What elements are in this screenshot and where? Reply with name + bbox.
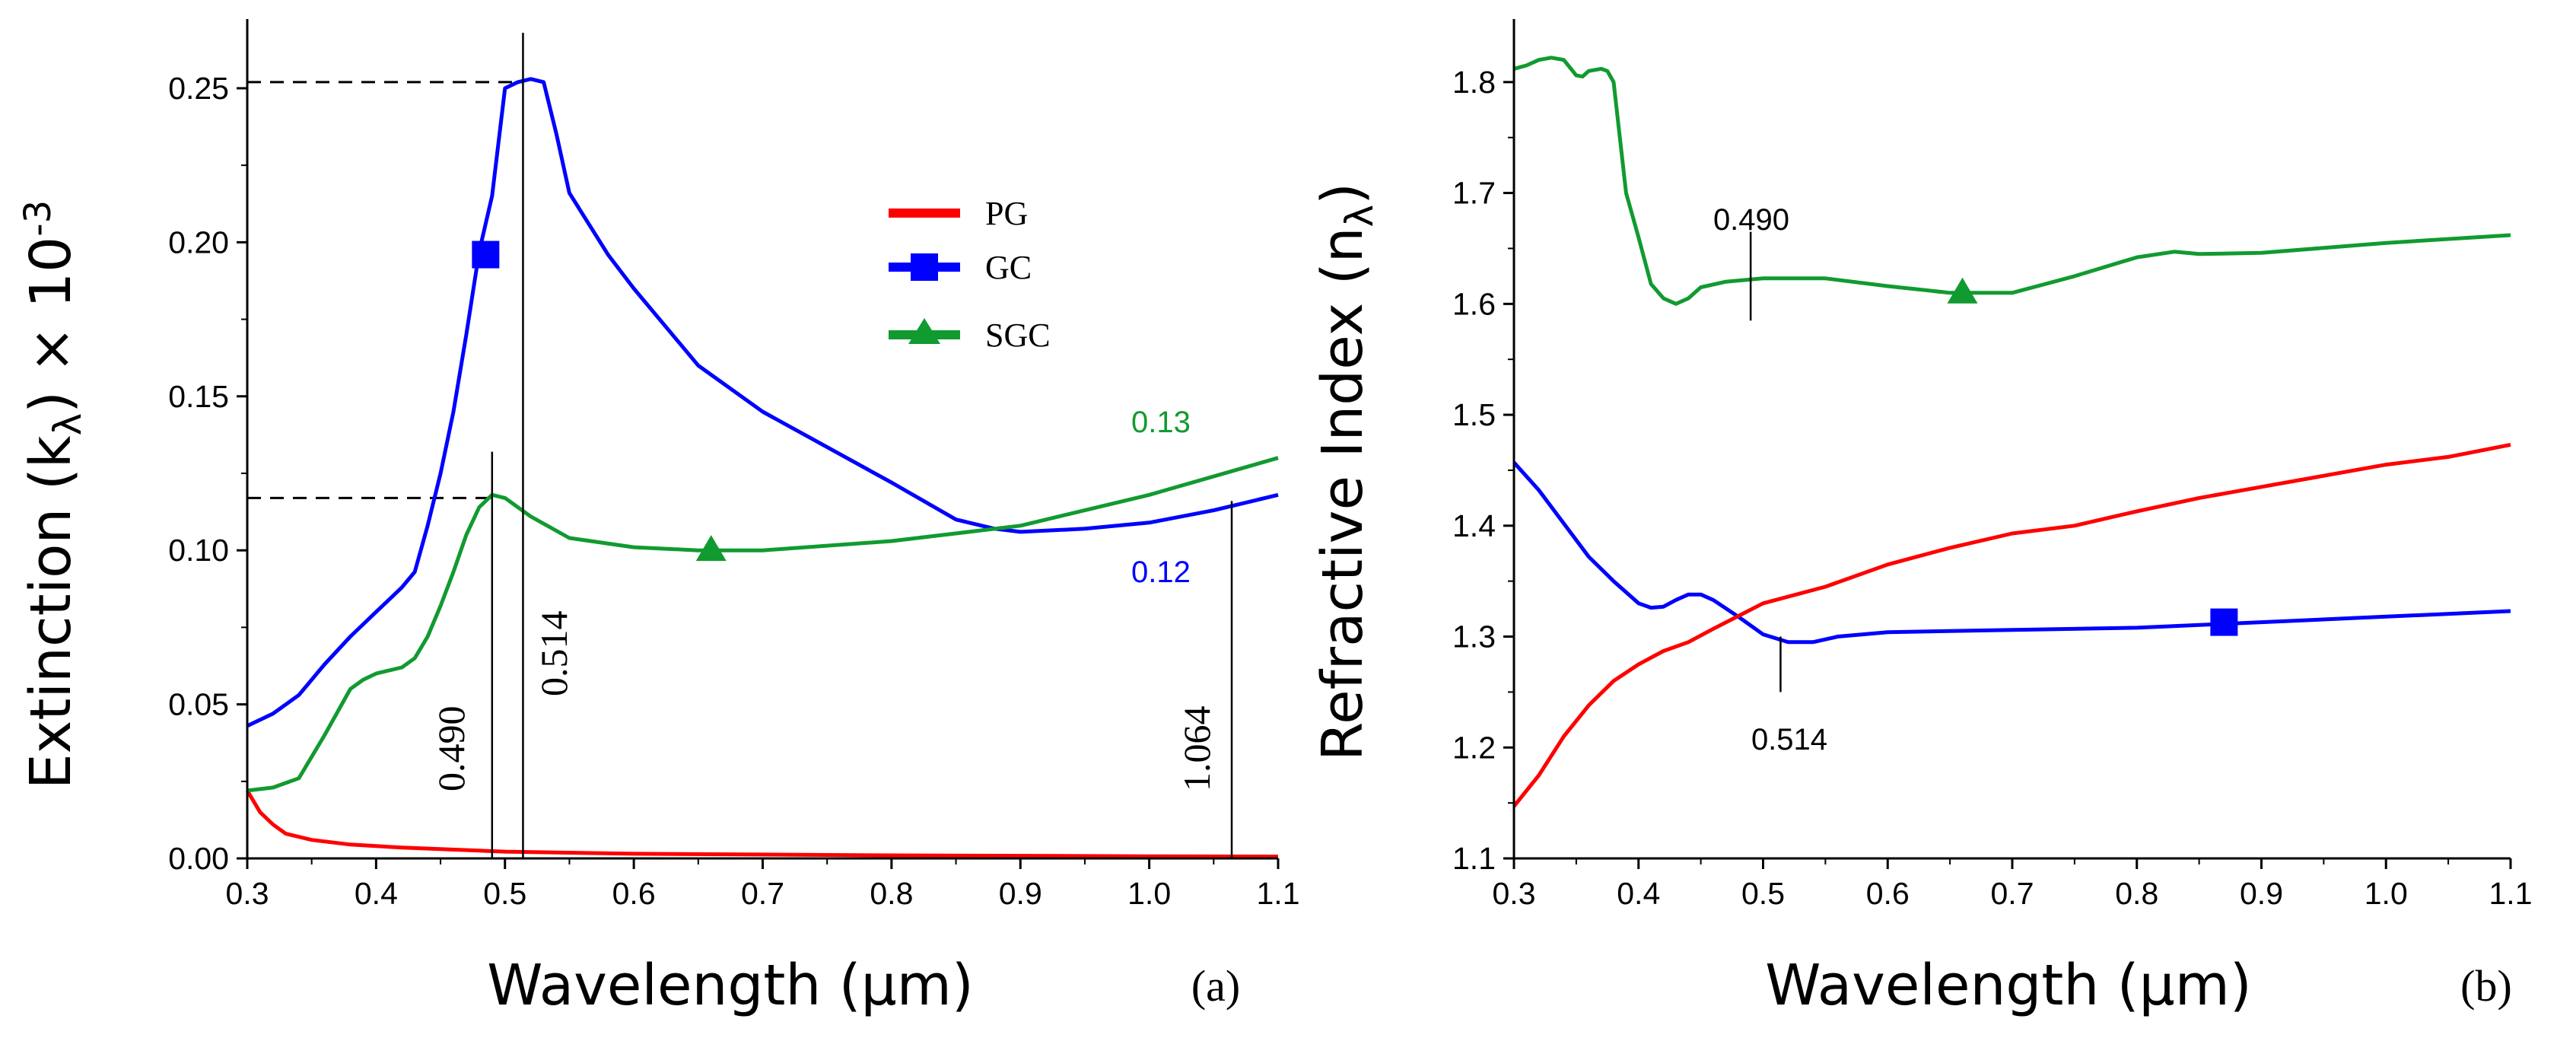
series-marker-gc — [472, 240, 500, 269]
x-tick-label: 0.7 — [1991, 876, 2034, 911]
panel-b-ylabel-end: ) — [1310, 183, 1375, 205]
x-tick-label: 0.9 — [2240, 876, 2283, 911]
y-tick-label: 0.05 — [168, 687, 229, 722]
legend-marker-sgc — [908, 318, 940, 344]
panel-b-axes — [1512, 19, 2511, 860]
y-tick-label: 1.5 — [1452, 397, 1496, 432]
x-tick-label: 1.1 — [1257, 876, 1300, 911]
x-tick-label: 0.6 — [1866, 876, 1910, 911]
y-tick-label: 1.1 — [1452, 841, 1496, 876]
y-tick-label: 0.20 — [168, 224, 229, 260]
y-tick-label: 0.25 — [168, 71, 229, 106]
panel-b-series — [1512, 56, 2511, 808]
x-tick-label: 1.0 — [2365, 876, 2408, 911]
panel-b: 0.3 0.4 0.5 0.6 0.7 0.8 0.9 1.0 1.1 1.1 1.2 1.3 1.4 1… — [1310, 19, 2533, 1018]
panel-a-series — [245, 77, 1279, 859]
x-tick-label: 0.7 — [741, 876, 784, 911]
panel-b-markers — [1947, 277, 2238, 636]
x-tick-label: 0.3 — [1493, 876, 1536, 911]
legend-label-gc: GC — [985, 249, 1032, 286]
x-tick-label: 0.9 — [999, 876, 1042, 911]
legend-label-pg: PG — [985, 195, 1028, 232]
y-tick-label: 1.2 — [1452, 730, 1496, 765]
svg-text:Extinction (kλ) × 10-3: Extinction (kλ) × 10-3 — [17, 200, 90, 789]
panel-a: 0.3 0.4 0.5 0.6 0.7 0.8 0.9 1.0 1.1 0.00 0.05 0.10 0… — [17, 19, 1300, 1018]
panel-b-ticks: 0.3 0.4 0.5 0.6 0.7 0.8 0.9 1.0 1.1 1.1 1.2 1.3 1.4 1… — [1452, 65, 2533, 911]
panel-b-annotation-0490: 0.490 — [1713, 203, 1789, 237]
series-line-sgc — [1513, 56, 2511, 306]
y-tick-label: 1.8 — [1452, 65, 1496, 100]
x-tick-label: 1.1 — [2489, 876, 2533, 911]
x-tick-label: 0.8 — [870, 876, 913, 911]
panel-a-vline-label-0490: 0.490 — [430, 706, 472, 792]
panel-a-x-axis-label: Wavelength (µm) — [487, 953, 973, 1018]
series-line-gc — [246, 77, 1279, 728]
panel-b-y-axis-label: Refractive Index (nλ) — [1310, 183, 1382, 761]
series-marker-gc — [2210, 608, 2238, 636]
panel-a-vline-label-1064: 1.064 — [1175, 706, 1218, 792]
panel-b-ylabel-main: Refractive Index (n — [1310, 227, 1375, 761]
legend: PG GC SGC — [889, 195, 1051, 354]
y-tick-label: 1.7 — [1452, 176, 1496, 211]
panel-a-vline-label-0514: 0.514 — [533, 611, 575, 697]
panel-a-ylabel-main: Extinction (k — [18, 435, 84, 789]
panel-a-y-axis-label: Extinction (kλ) × 10-3 — [17, 200, 90, 789]
series-line-gc — [1512, 461, 2511, 645]
panel-b-letter: (b) — [2460, 961, 2512, 1011]
svg-text:Refractive Index (nλ): Refractive Index (nλ) — [1310, 183, 1382, 761]
panel-a-annotation-012: 0.12 — [1131, 556, 1191, 589]
panel-a-markers — [472, 240, 727, 562]
y-tick-label: 1.6 — [1452, 286, 1496, 321]
series-line-sgc — [246, 456, 1279, 793]
x-tick-label: 0.8 — [2115, 876, 2158, 911]
y-tick-label: 0.10 — [168, 533, 229, 568]
x-tick-label: 0.5 — [1741, 876, 1785, 911]
x-tick-label: 0.4 — [355, 876, 398, 911]
y-tick-label: 1.4 — [1452, 508, 1496, 543]
panel-a-dashed-guides — [247, 81, 523, 499]
panel-a-letter: (a) — [1191, 961, 1240, 1011]
y-tick-label: 1.3 — [1452, 619, 1496, 654]
panel-b-annotation-0514: 0.514 — [1751, 723, 1827, 756]
x-tick-label: 0.6 — [612, 876, 656, 911]
legend-label-sgc: SGC — [985, 317, 1051, 354]
panel-b-annotation-ticks — [1749, 231, 1782, 693]
panel-a-axes — [246, 19, 1278, 860]
panel-a-annotation-013: 0.13 — [1131, 406, 1191, 439]
x-tick-label: 0.3 — [226, 876, 269, 911]
legend-marker-gc — [911, 253, 938, 281]
y-tick-label: 0.00 — [168, 841, 229, 876]
panel-a-ylabel-exp: -3 — [17, 200, 59, 237]
x-tick-label: 1.0 — [1127, 876, 1171, 911]
series-line-pg — [1512, 442, 2511, 808]
x-tick-label: 0.5 — [483, 876, 526, 911]
panel-a-vertical-lines — [491, 33, 1233, 858]
series-marker-sgc — [695, 535, 727, 562]
panel-b-ylabel-sub: λ — [1337, 205, 1382, 228]
series-line-pg — [245, 789, 1279, 859]
x-tick-label: 0.4 — [1617, 876, 1660, 911]
panel-a-ylabel-mid: ) × 10 — [18, 237, 84, 413]
panel-a-ylabel-sub: λ — [46, 413, 90, 436]
panel-b-x-axis-label: Wavelength (µm) — [1765, 953, 2251, 1018]
panel-a-ticks: 0.3 0.4 0.5 0.6 0.7 0.8 0.9 1.0 1.1 0.00 0.05 0.10 0… — [168, 71, 1299, 911]
y-tick-label: 0.15 — [168, 379, 229, 414]
series-marker-sgc — [1947, 277, 1978, 304]
